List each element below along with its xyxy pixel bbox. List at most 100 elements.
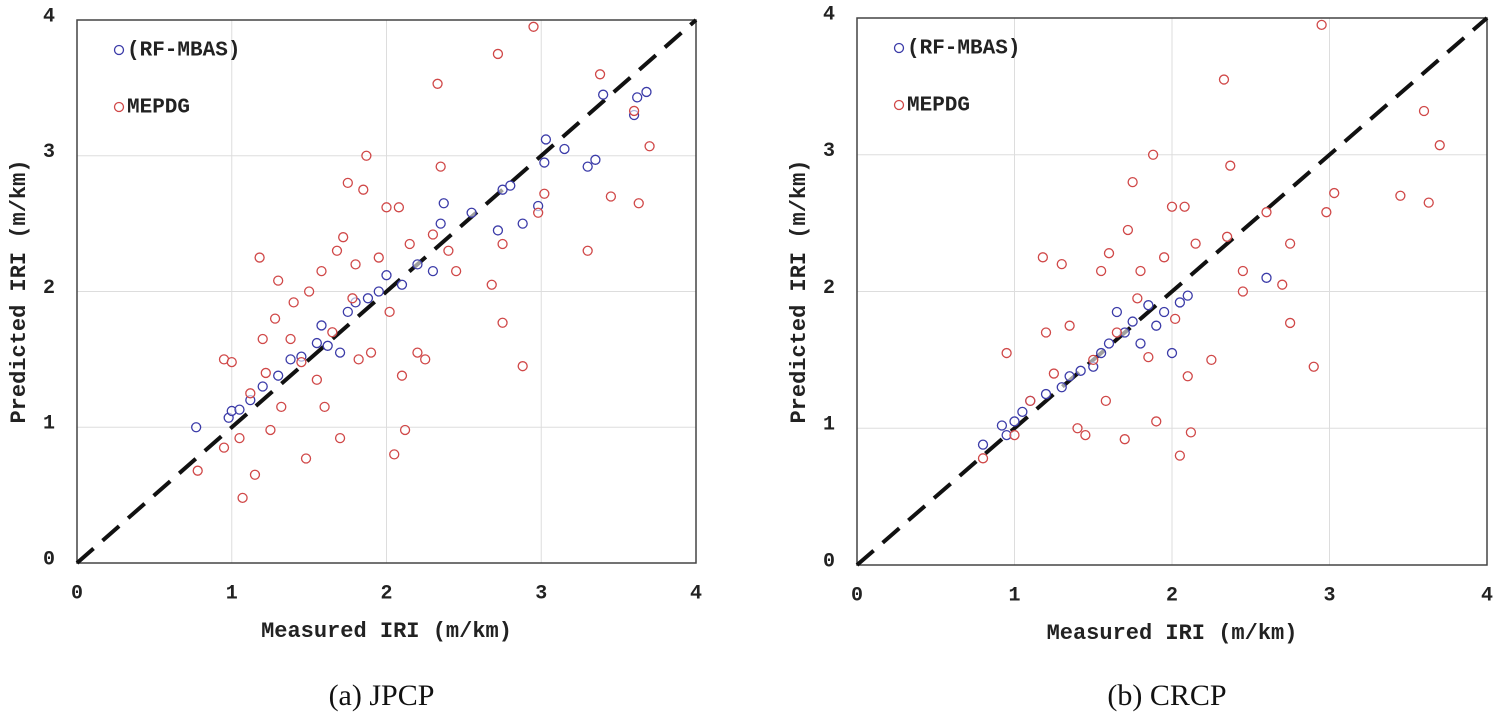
scatter-point xyxy=(1206,354,1217,366)
x-tick-label: 2 xyxy=(1166,584,1178,607)
y-tick-label: 0 xyxy=(823,550,835,573)
y-tick-label: 1 xyxy=(823,414,835,437)
scatter-point xyxy=(399,424,411,436)
scatter-point xyxy=(1095,265,1107,277)
scatter-point xyxy=(373,286,384,297)
scatter-point xyxy=(1103,338,1115,349)
scatter-point xyxy=(497,238,508,250)
scatter-point xyxy=(1122,224,1134,236)
scatter-point xyxy=(1064,371,1075,382)
scatter-point xyxy=(1048,368,1060,379)
scatter-point xyxy=(353,354,364,365)
chart-panel: 0 1 2 3 4 0 1 2 3 4 (RF-MBAS) MEPDG Measured IRI (m/… xyxy=(7,5,702,712)
legend-label: (RF-MBAS) xyxy=(127,40,240,63)
scatter-point xyxy=(1174,450,1186,461)
scatter-point xyxy=(1423,197,1434,208)
scatter-point xyxy=(517,218,528,229)
scatter-point xyxy=(381,202,392,213)
plot-frame xyxy=(856,17,1488,566)
scatter-point xyxy=(1080,429,1091,441)
x-axis-label: Measured IRI (m/km) xyxy=(1047,621,1298,646)
scatter-point xyxy=(1151,416,1162,427)
scatter-point xyxy=(1037,252,1048,263)
scatter-point xyxy=(517,361,528,372)
scatter-point xyxy=(435,161,446,172)
scatter-point xyxy=(435,218,446,229)
plot-frame xyxy=(76,19,697,564)
scatter-point xyxy=(539,157,550,168)
scatter-point xyxy=(296,356,307,368)
scatter-point xyxy=(322,340,333,351)
scatter-point xyxy=(1040,327,1052,338)
scatter-point xyxy=(644,141,655,152)
scatter-point xyxy=(1143,300,1154,311)
scatter-point xyxy=(632,92,643,103)
scatter-point xyxy=(1284,238,1296,249)
legend-label: MEPDG xyxy=(907,95,970,118)
scatter-point xyxy=(533,207,544,218)
scatter-point xyxy=(1395,190,1406,201)
scatter-point xyxy=(1009,429,1020,441)
scatter-point xyxy=(303,286,315,297)
scatter-point xyxy=(1418,105,1430,117)
scatter-point xyxy=(1308,361,1319,372)
scatter-point xyxy=(1111,327,1123,338)
scatter-point xyxy=(1166,201,1178,212)
x-tick-label: 2 xyxy=(380,582,392,605)
x-tick-label: 0 xyxy=(851,584,863,607)
scatter-point xyxy=(311,374,323,385)
scatter-point xyxy=(1151,320,1162,331)
scatter-point xyxy=(1277,279,1288,290)
y-axis-label: Predicted IRI (m/km) xyxy=(7,159,32,423)
scatter-point xyxy=(389,449,400,460)
x-tick-label: 4 xyxy=(690,582,702,605)
scatter-point xyxy=(1218,74,1230,85)
scatter-point xyxy=(365,347,377,358)
scatter-point xyxy=(334,432,346,444)
y-tick-label: 2 xyxy=(43,277,55,300)
scatter-point xyxy=(1127,176,1138,188)
scatter-point xyxy=(218,442,230,453)
scatter-point xyxy=(316,320,327,331)
scatter-point xyxy=(1237,265,1249,277)
legend-marker xyxy=(113,101,125,113)
scatter-point xyxy=(492,225,504,236)
x-axis-label: Measured IRI (m/km) xyxy=(261,619,512,644)
scatter-point xyxy=(1103,248,1115,259)
scatter-point xyxy=(540,134,552,145)
scatter-point xyxy=(192,465,203,476)
y-tick-label: 3 xyxy=(43,141,55,164)
scatter-point xyxy=(1009,416,1020,427)
scatter-point xyxy=(1025,395,1036,407)
y-tick-label: 2 xyxy=(823,277,835,300)
scatter-point xyxy=(384,306,395,318)
scatter-point xyxy=(350,259,361,270)
scatter-point xyxy=(1179,201,1190,212)
scatter-point xyxy=(466,207,477,218)
scatter-point xyxy=(334,347,346,358)
scatter-point xyxy=(1284,317,1296,329)
scatter-point xyxy=(1434,140,1445,151)
scatter-point xyxy=(1132,293,1143,304)
scatter-point xyxy=(412,259,423,270)
scatter-point xyxy=(486,279,497,290)
scatter-point xyxy=(1225,160,1236,171)
scatter-point xyxy=(492,48,504,60)
scatter-point xyxy=(1329,187,1340,199)
legend-marker xyxy=(113,44,125,56)
scatter-point xyxy=(1316,19,1327,30)
scatter-point xyxy=(257,333,268,345)
scatter-point xyxy=(420,354,431,365)
scatter-point xyxy=(1017,406,1028,417)
scatter-point xyxy=(1056,258,1067,270)
scatter-point xyxy=(245,388,256,399)
scatter-point xyxy=(1182,290,1193,301)
scatter-point xyxy=(362,293,374,304)
scatter-point xyxy=(373,252,384,263)
scatter-point xyxy=(1072,423,1083,434)
scatter-point xyxy=(598,89,609,100)
scatter-point xyxy=(1100,395,1111,407)
scatter-point xyxy=(1158,252,1170,263)
scatter-point xyxy=(273,275,284,286)
